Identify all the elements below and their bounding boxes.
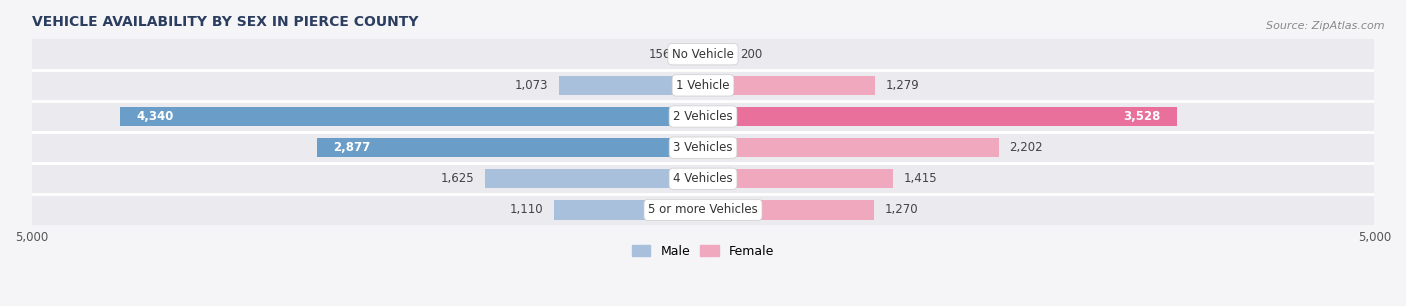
Bar: [121, 107, 703, 126]
Text: 156: 156: [650, 48, 671, 61]
Bar: [316, 138, 703, 157]
Text: 1,270: 1,270: [884, 203, 918, 216]
Bar: [31, 132, 1375, 163]
Bar: [703, 138, 998, 157]
Text: 2,202: 2,202: [1010, 141, 1043, 154]
Bar: [703, 200, 873, 220]
Text: 1,073: 1,073: [515, 79, 548, 92]
Text: 4,340: 4,340: [136, 110, 174, 123]
Text: 2 Vehicles: 2 Vehicles: [673, 110, 733, 123]
Bar: [554, 200, 703, 220]
Text: 1 Vehicle: 1 Vehicle: [676, 79, 730, 92]
Bar: [485, 169, 703, 188]
Text: VEHICLE AVAILABILITY BY SEX IN PIERCE COUNTY: VEHICLE AVAILABILITY BY SEX IN PIERCE CO…: [31, 15, 418, 29]
Text: 4 Vehicles: 4 Vehicles: [673, 172, 733, 185]
Bar: [682, 45, 703, 64]
Text: 1,279: 1,279: [886, 79, 920, 92]
Text: 200: 200: [741, 48, 763, 61]
Bar: [703, 107, 1177, 126]
Bar: [31, 101, 1375, 132]
Bar: [703, 76, 875, 95]
Text: 3,528: 3,528: [1123, 110, 1160, 123]
Bar: [31, 70, 1375, 101]
Bar: [31, 39, 1375, 70]
Text: 1,415: 1,415: [904, 172, 938, 185]
Bar: [703, 169, 893, 188]
Text: 5 or more Vehicles: 5 or more Vehicles: [648, 203, 758, 216]
Text: No Vehicle: No Vehicle: [672, 48, 734, 61]
Bar: [560, 76, 703, 95]
Bar: [703, 45, 730, 64]
Text: Source: ZipAtlas.com: Source: ZipAtlas.com: [1267, 21, 1385, 32]
Legend: Male, Female: Male, Female: [627, 240, 779, 263]
Bar: [31, 194, 1375, 226]
Text: 1,110: 1,110: [509, 203, 543, 216]
Text: 3 Vehicles: 3 Vehicles: [673, 141, 733, 154]
Text: 1,625: 1,625: [440, 172, 474, 185]
Text: 2,877: 2,877: [333, 141, 370, 154]
Bar: [31, 163, 1375, 194]
